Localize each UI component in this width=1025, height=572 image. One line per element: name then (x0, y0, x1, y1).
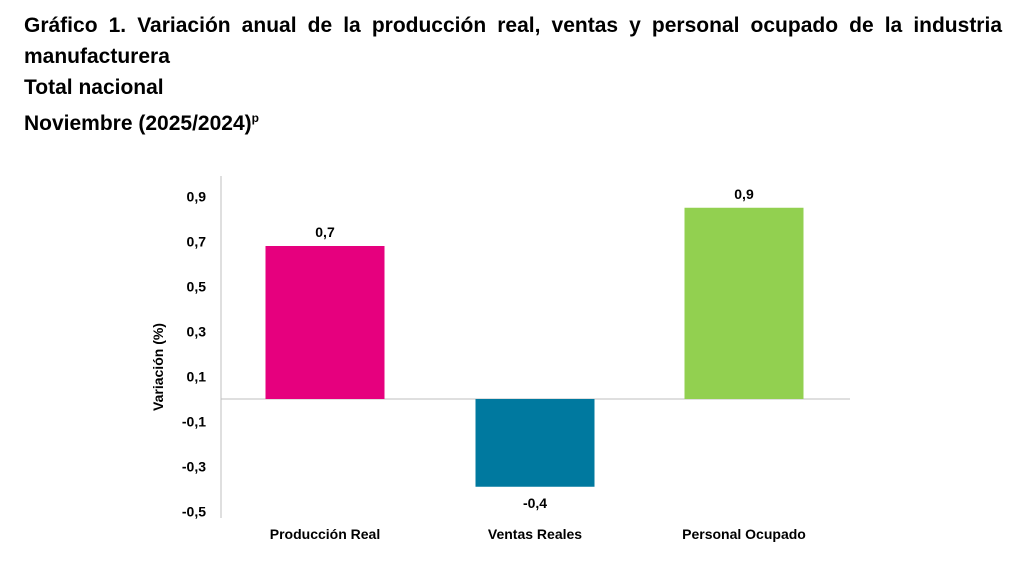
data-label: -0,4 (523, 495, 547, 511)
preliminary-mark: p (251, 111, 259, 125)
chart-subtitle-region: Total nacional (24, 76, 164, 99)
period-text: Noviembre (2025/2024) (24, 112, 252, 135)
y-tick-label: -0,3 (182, 459, 206, 475)
bar-3 (684, 207, 804, 399)
y-axis-title: Variación (%) (150, 323, 166, 411)
chart-title-block: Gráfico 1. Variación anual de la producc… (24, 10, 1002, 139)
y-tick-label: 0,1 (187, 369, 207, 385)
y-tick-label: -0,5 (182, 504, 206, 520)
chart-title-line-1: Gráfico 1. Variación anual de la producc… (24, 14, 1002, 37)
y-tick-label: 0,9 (187, 189, 207, 205)
bar-2 (475, 399, 595, 487)
bars-group (265, 207, 804, 487)
data-label: 0,7 (315, 224, 335, 240)
y-tick-label: 0,7 (187, 234, 207, 250)
y-tick-label: -0,1 (182, 414, 206, 430)
x-category-label: Producción Real (270, 526, 380, 542)
x-category-label: Ventas Reales (488, 526, 582, 542)
x-category-label: Personal Ocupado (682, 526, 806, 542)
data-labels-group: 0,7 -0,4 0,9 (315, 186, 754, 511)
x-axis-categories: Producción Real Ventas Reales Personal Ocu… (270, 526, 806, 542)
y-tick-label: 0,5 (187, 279, 207, 295)
bar-1 (265, 246, 385, 399)
data-label: 0,9 (734, 186, 754, 202)
y-tick-label: 0,3 (187, 324, 207, 340)
chart-subtitle-period: Noviembre (2025/2024)p (24, 103, 1002, 139)
chart-title-line-2: manufacturera (24, 45, 170, 68)
